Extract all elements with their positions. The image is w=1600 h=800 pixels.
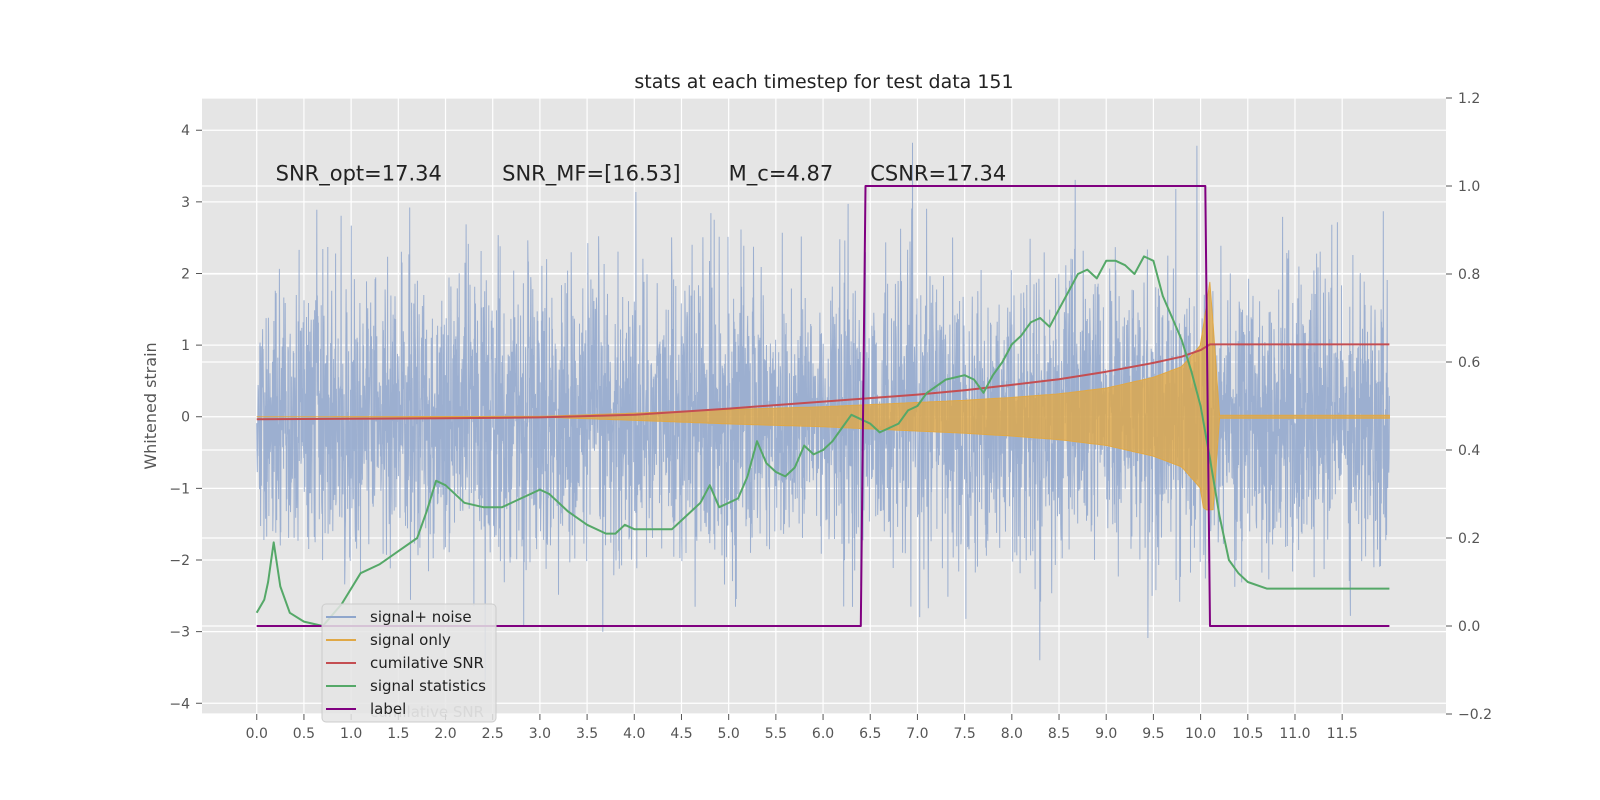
y2-tick-label: 0.8: [1458, 267, 1480, 283]
legend-label-signal-statistics: signal statistics: [370, 677, 486, 695]
y-tick-label: 0: [181, 410, 190, 426]
y-tick-label: 2: [181, 266, 190, 282]
x-tick-label: 2.5: [482, 726, 504, 742]
x-tick-label: 5.5: [765, 726, 787, 742]
x-tick-label: 8.0: [1001, 726, 1023, 742]
series-cumilative-snr: [256, 343, 1390, 421]
chart-title: stats at each timestep for test data 151: [634, 71, 1013, 93]
annotations: SNR_opt=17.34 SNR_MF=[16.53] M_c=4.87 CSNR=…: [276, 161, 1007, 186]
x-axis-ticks: 0.0 0.5 1.0 1.5 2.0 2.5 3.0 3.5 4.0 4.5 5.0 5.5 6.0 6…: [246, 714, 1358, 742]
legend-overlap-text: cumilative SNR: [370, 703, 484, 721]
x-tick-label: 9.5: [1142, 726, 1164, 742]
x-tick-label: 6.5: [859, 726, 881, 742]
y-axis-ticks: −4 −3 −2 −1 0 1 2 3 4: [169, 123, 202, 712]
annotation-m-c: M_c=4.87: [729, 161, 834, 186]
x-tick-label: 0.0: [246, 726, 268, 742]
legend-label-cumilative-snr: cumilative SNR: [370, 654, 484, 672]
y-tick-label: 4: [181, 123, 190, 139]
series-label: [256, 185, 1390, 627]
x-tick-label: 11.0: [1279, 726, 1310, 742]
x-tick-label: 3.5: [576, 726, 598, 742]
y-tick-label: 3: [181, 195, 190, 211]
signal-only-series: [256, 281, 1390, 511]
x-tick-label: 8.5: [1048, 726, 1070, 742]
annotation-csnr: CSNR=17.34: [870, 161, 1006, 185]
y2-tick-label: 0.6: [1458, 355, 1480, 371]
y2-tick-label: 1.2: [1458, 91, 1480, 107]
y2-tick-label: 0.2: [1458, 531, 1480, 547]
annotation-snr-opt: SNR_opt=17.34: [276, 161, 442, 186]
y-tick-label: −2: [169, 553, 190, 569]
y-tick-label: −4: [169, 696, 190, 712]
legend-box: [321, 603, 497, 723]
x-tick-label: 10.5: [1232, 726, 1263, 742]
x-tick-label: 11.5: [1327, 726, 1358, 742]
y-tick-label: −3: [169, 625, 190, 641]
x-tick-label: 1.5: [387, 726, 409, 742]
x-tick-label: 4.5: [670, 726, 692, 742]
x-tick-label: 0.5: [293, 726, 315, 742]
x-tick-label: 7.5: [954, 726, 976, 742]
y2-tick-label: 1.0: [1458, 179, 1480, 195]
y-axis-label: Whitened strain: [141, 342, 160, 469]
x-tick-label: 6.0: [812, 726, 834, 742]
legend-label-signal-only: signal only: [370, 631, 451, 649]
x-tick-label: 2.0: [434, 726, 456, 742]
x-tick-label: 7.0: [906, 726, 928, 742]
annotation-snr-mf: SNR_MF=[16.53]: [502, 161, 680, 186]
x-tick-label: 3.0: [529, 726, 551, 742]
y2-axis-ticks: −0.2 0.0 0.2 0.4 0.6 0.8 1.0 1.2: [1446, 91, 1492, 723]
legend-label-label: label: [370, 700, 406, 718]
legend-label-signal-noise: signal+ noise: [370, 608, 472, 626]
y2-tick-label: 0.4: [1458, 443, 1480, 459]
series-signal-only: [256, 281, 1390, 511]
x-tick-label: 5.0: [718, 726, 740, 742]
y-tick-label: −1: [169, 481, 190, 497]
series-signal-statistics: [255, 255, 1390, 627]
x-tick-label: 10.0: [1185, 726, 1216, 742]
x-tick-label: 1.0: [340, 726, 362, 742]
y2-tick-label: 0.0: [1458, 619, 1480, 635]
legend: cumilative SNR signal+ noise signal only cu…: [321, 603, 497, 723]
x-tick-label: 9.0: [1095, 726, 1117, 742]
y-tick-label: 1: [181, 338, 190, 354]
line-series: [255, 185, 1390, 627]
y2-tick-label: −0.2: [1458, 707, 1492, 723]
x-tick-label: 4.0: [623, 726, 645, 742]
